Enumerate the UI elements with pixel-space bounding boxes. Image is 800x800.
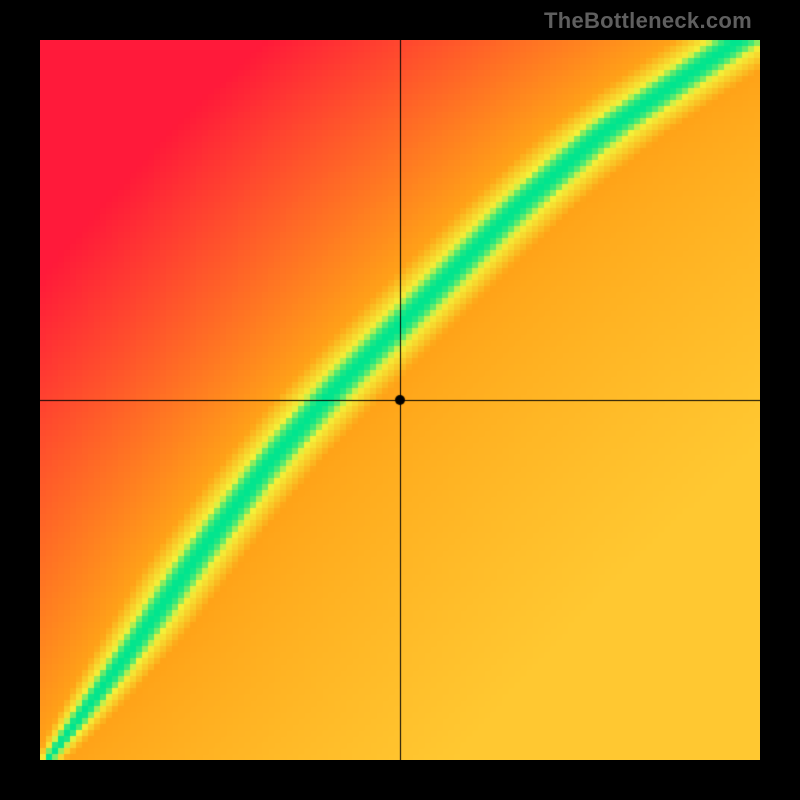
frame-bottom — [0, 760, 800, 800]
frame-right — [760, 0, 800, 800]
frame-left — [0, 0, 40, 800]
watermark-text: TheBottleneck.com — [544, 8, 752, 34]
bottleneck-heatmap — [40, 40, 760, 760]
